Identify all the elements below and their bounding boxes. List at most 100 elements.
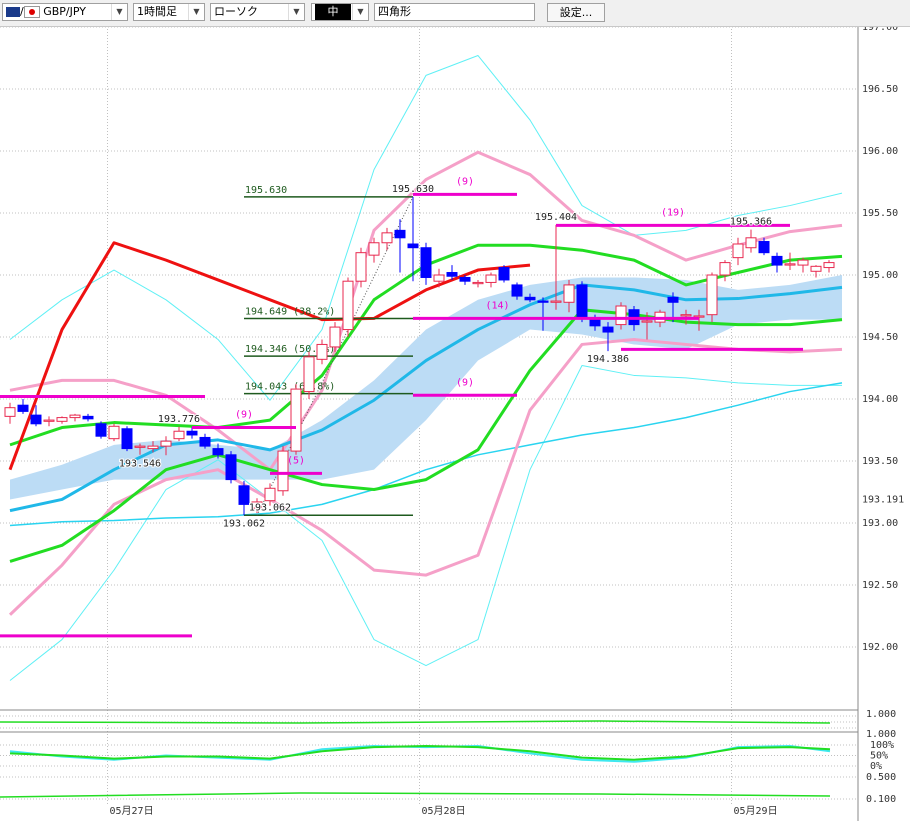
price-label: 195.404 xyxy=(535,212,577,223)
overlay-line xyxy=(9,150,843,472)
candle-body xyxy=(4,407,16,417)
overlay-line xyxy=(8,241,531,471)
price-label: 193.062 xyxy=(249,502,291,513)
size: 中 xyxy=(315,4,351,20)
level-layer: (9) (5) (9) (14) (9) (19) xyxy=(0,176,803,638)
candle-body xyxy=(589,319,601,327)
x-tick-label: 05月27日 xyxy=(110,805,154,817)
candle-body xyxy=(732,243,744,259)
candle-body xyxy=(251,501,263,509)
chart-style: ローソク xyxy=(214,5,258,18)
candle-body xyxy=(173,430,185,440)
panel3-line xyxy=(0,792,831,798)
level-label: (14) xyxy=(485,300,509,311)
candle-body xyxy=(459,276,471,282)
overlay-line xyxy=(9,382,843,527)
candle-body xyxy=(381,232,393,244)
y-tick-label: 194.00 xyxy=(862,394,898,405)
candle-body xyxy=(758,241,770,254)
timeframe: 1時間足 xyxy=(137,5,177,18)
candle-body xyxy=(641,320,653,323)
candle-body xyxy=(212,448,224,456)
candle-body xyxy=(537,300,549,303)
price-label: 195.630 xyxy=(392,184,434,195)
candle-body xyxy=(745,237,757,249)
style-select[interactable]: ローソク ▼ xyxy=(210,3,305,21)
osc-label: 0.500 xyxy=(866,772,896,783)
panel2-label: 1.000 xyxy=(866,729,896,740)
candle-body xyxy=(30,414,42,425)
candle-body xyxy=(407,243,419,249)
candle-body xyxy=(108,425,120,440)
y-tick-label: 196.00 xyxy=(862,146,898,157)
level-label: (5) xyxy=(287,455,305,466)
candle-body xyxy=(420,247,432,278)
fib-label: 194.043 (61.8%) xyxy=(245,382,335,393)
y-tick-label: 193.00 xyxy=(862,518,898,529)
overlay-layer xyxy=(8,55,843,681)
candle-body xyxy=(147,445,159,450)
candle-body xyxy=(121,428,133,450)
price-label: 195.366 xyxy=(730,217,772,228)
y-tick-label: 196.50 xyxy=(862,84,898,95)
osc-label: 0.100 xyxy=(866,794,896,805)
fib-label: 195.630 xyxy=(245,185,287,196)
symbol-select[interactable]: / GBP/JPY ▼ xyxy=(2,3,128,21)
price-label: 193.776 xyxy=(158,414,200,425)
candle-body xyxy=(43,419,55,422)
y-tick-label: 192.50 xyxy=(862,580,898,591)
candle-body xyxy=(316,343,328,360)
y-tick-label: 195.00 xyxy=(862,270,898,281)
candle-body xyxy=(433,274,445,282)
candle-body xyxy=(303,356,315,393)
candle-body xyxy=(264,487,276,502)
candle-body xyxy=(186,430,198,436)
price-label: 193.062 xyxy=(223,518,265,529)
fib-label: 194.346 (50.0%) xyxy=(245,344,335,355)
candle-body xyxy=(446,272,458,277)
symbol: GBP/JPY xyxy=(43,5,86,18)
y-tick-label: 192.00 xyxy=(862,642,898,653)
flag-jp xyxy=(23,6,40,18)
price-label: 194.386 xyxy=(587,354,629,365)
overlay-line xyxy=(9,308,843,563)
overlay-line xyxy=(9,365,842,681)
candle-body xyxy=(784,263,796,266)
candle-body xyxy=(329,326,341,348)
candle-body xyxy=(771,255,783,266)
candle-body xyxy=(290,388,302,452)
fib-connector xyxy=(256,196,414,516)
osc-tick-label: 100% xyxy=(870,740,894,751)
candle-body xyxy=(394,229,406,239)
candle-body xyxy=(576,284,588,318)
settings-button[interactable]: 設定... xyxy=(547,3,605,22)
y-tick-label: 193.50 xyxy=(862,456,898,467)
candle-body xyxy=(706,274,718,316)
level-label: (19) xyxy=(661,207,685,218)
candle-body xyxy=(355,252,367,282)
drawing-tool-text: 四角形 xyxy=(378,5,411,18)
candle-body xyxy=(82,415,94,420)
candle-body xyxy=(277,450,289,492)
timeframe-select[interactable]: 1時間足 ▼ xyxy=(133,3,205,21)
overlay-line xyxy=(9,283,843,513)
panel1-label: 1.000 xyxy=(866,709,896,720)
candle-body xyxy=(485,274,497,283)
flag-uk xyxy=(6,7,20,17)
level-label: (9) xyxy=(456,377,474,388)
candle-body xyxy=(56,417,68,422)
candle-body xyxy=(680,314,692,317)
candle-body xyxy=(342,280,354,331)
size-select[interactable]: 中 ▼ xyxy=(311,3,369,21)
candle-body xyxy=(368,242,380,256)
drawing-tool[interactable]: 四角形 xyxy=(374,3,535,21)
candle-body xyxy=(524,296,536,301)
candle-body xyxy=(602,326,614,333)
y-tick-label: 197.00 xyxy=(862,22,898,33)
candle-body xyxy=(810,265,822,272)
candle-body xyxy=(823,262,835,269)
overlay-line xyxy=(8,337,843,616)
osc-tick-label: 50% xyxy=(870,751,888,762)
candle-body xyxy=(225,454,237,481)
